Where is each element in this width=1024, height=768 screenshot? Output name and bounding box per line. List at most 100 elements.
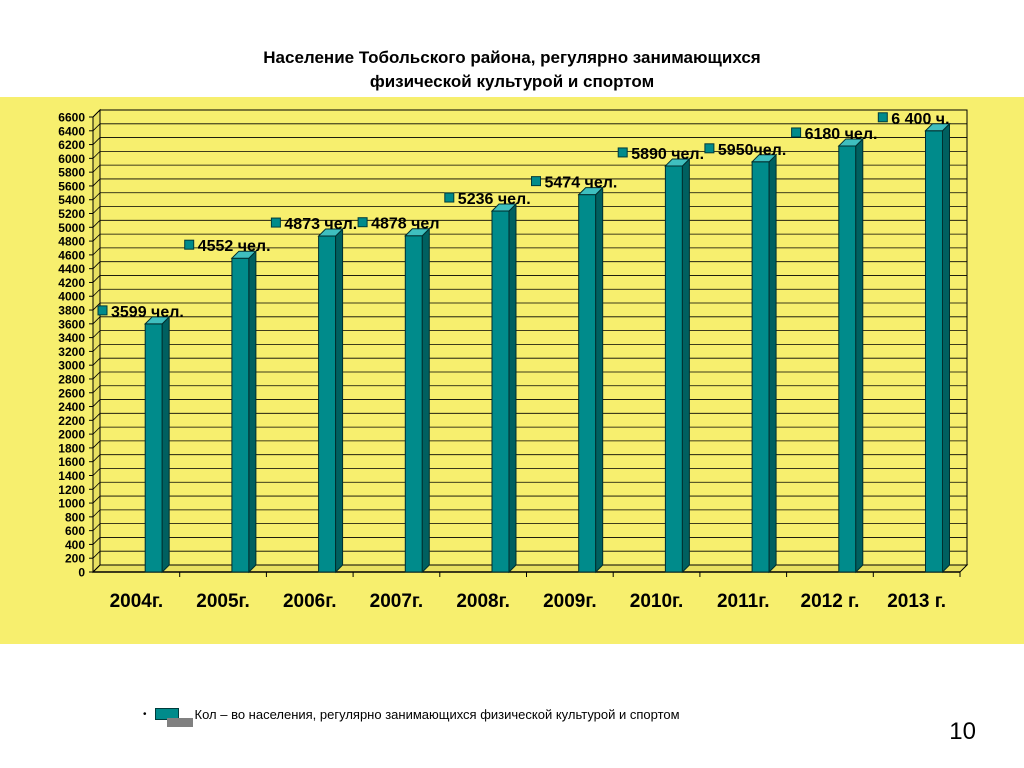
legend-label: Кол – во населения, регулярно занимающих… bbox=[194, 707, 680, 722]
y-tick-label: 1400 bbox=[58, 469, 85, 483]
x-tick-label: 2011г. bbox=[717, 591, 770, 612]
y-tick-label: 0 bbox=[78, 566, 85, 580]
data-label-marker bbox=[531, 176, 541, 187]
y-tick-label: 800 bbox=[65, 510, 85, 524]
legend: • Кол – во населения, регулярно занимающ… bbox=[143, 706, 680, 728]
data-label: 3599 чел. bbox=[111, 304, 184, 321]
y-tick-label: 4000 bbox=[58, 290, 85, 304]
data-label: 5474 чел. bbox=[545, 175, 618, 192]
data-label: 5950чел. bbox=[718, 142, 786, 159]
bar bbox=[924, 130, 943, 573]
gridline bbox=[92, 150, 967, 159]
y-tick-label: 2200 bbox=[58, 414, 85, 428]
bar-side bbox=[161, 315, 170, 574]
y-tick-label: 1200 bbox=[58, 483, 85, 497]
legend-swatch bbox=[149, 706, 193, 728]
data-label: 5890 чел. bbox=[631, 146, 704, 163]
y-tick-label: 2600 bbox=[58, 386, 85, 400]
bar-top bbox=[490, 203, 518, 212]
x-tick-label: 2012 г. bbox=[801, 591, 860, 612]
bar-side bbox=[335, 227, 344, 574]
chart-title-line-1: Население Тобольского района, регулярно … bbox=[263, 48, 761, 67]
y-tick-label: 3800 bbox=[58, 304, 85, 318]
bar-top bbox=[750, 154, 778, 163]
y-tick-label: 600 bbox=[65, 524, 85, 538]
data-label-marker bbox=[791, 127, 802, 138]
y-tick-label: 5000 bbox=[58, 221, 85, 235]
x-tick-label: 2004г. bbox=[110, 591, 164, 612]
y-tick-label: 200 bbox=[65, 552, 85, 566]
data-label-marker bbox=[357, 217, 368, 228]
bar-top bbox=[317, 228, 344, 237]
data-label-marker bbox=[877, 112, 888, 123]
y-tick-label: 4800 bbox=[58, 235, 85, 249]
y-tick-label: 6400 bbox=[58, 124, 85, 138]
data-label-marker bbox=[270, 217, 281, 228]
data-label: 4552 чел. bbox=[198, 238, 271, 255]
y-tick-label: 3400 bbox=[58, 331, 85, 345]
bar bbox=[751, 161, 770, 573]
bar-top bbox=[143, 316, 171, 325]
bar bbox=[578, 194, 597, 573]
y-tick-label: 6600 bbox=[58, 111, 85, 125]
plot-floor bbox=[91, 564, 969, 573]
data-label: 4873 чел. bbox=[284, 216, 357, 233]
gridline bbox=[92, 137, 967, 145]
y-tick-label: 1800 bbox=[58, 441, 85, 455]
page-number: 10 bbox=[949, 718, 976, 745]
y-tick-label: 4200 bbox=[58, 276, 85, 290]
gridline bbox=[92, 123, 967, 132]
x-tick-label: 2007г. bbox=[370, 591, 424, 612]
bar bbox=[404, 235, 423, 573]
y-tick-label: 5400 bbox=[58, 193, 85, 207]
y-tick-label: 2400 bbox=[58, 400, 85, 414]
plot-left-wall bbox=[92, 108, 101, 574]
x-tick-label: 2005г. bbox=[196, 591, 250, 612]
bar-top bbox=[577, 187, 604, 196]
y-tick-label: 5600 bbox=[58, 179, 85, 193]
bar bbox=[838, 145, 857, 573]
y-tick-label: 5800 bbox=[58, 166, 85, 180]
y-tick-label: 4600 bbox=[58, 248, 85, 262]
bar-side bbox=[248, 249, 257, 574]
legend-bullet: • bbox=[143, 709, 147, 720]
bar-side bbox=[855, 137, 864, 574]
data-label-marker bbox=[444, 192, 455, 203]
bar-side bbox=[768, 153, 777, 574]
y-tick-label: 5200 bbox=[58, 207, 85, 221]
bar-side bbox=[421, 227, 430, 574]
x-tick-label: 2008г. bbox=[456, 591, 510, 612]
data-label: 6 400 ч. bbox=[891, 111, 949, 128]
bar bbox=[318, 235, 337, 573]
bar-side bbox=[595, 186, 604, 574]
data-label-marker bbox=[617, 147, 628, 158]
y-tick-label: 1000 bbox=[58, 497, 85, 511]
y-tick-label: 4400 bbox=[58, 262, 85, 276]
chart-panel: 0 200 400 600 800 1000 1200 1400 1600 1800 2000 220… bbox=[0, 97, 1024, 644]
y-tick-label: 2800 bbox=[58, 372, 85, 386]
bar-side bbox=[508, 202, 517, 574]
y-tick-label: 3200 bbox=[58, 345, 85, 359]
bar bbox=[231, 257, 250, 573]
y-tick-label: 3000 bbox=[58, 359, 85, 373]
bar bbox=[144, 323, 163, 573]
x-tick-label: 2010г. bbox=[630, 591, 684, 612]
y-tick-label: 6000 bbox=[58, 152, 85, 166]
bar-top bbox=[924, 123, 951, 132]
bar-chart: 0200400600800100012001400160018002000220… bbox=[58, 108, 969, 612]
chart-title: Население Тобольского района, регулярно … bbox=[0, 46, 1024, 94]
x-tick-label: 2006г. bbox=[283, 591, 337, 612]
bar bbox=[491, 210, 510, 573]
bar-top bbox=[837, 138, 864, 147]
bar-top bbox=[664, 158, 691, 167]
y-tick-label: 2000 bbox=[58, 428, 85, 442]
chart-title-line-2: физической культурой и спортом bbox=[369, 72, 655, 91]
bar-side bbox=[681, 157, 690, 574]
gridline bbox=[92, 109, 967, 118]
bar-top bbox=[404, 228, 431, 237]
data-label: 6180 чел. bbox=[805, 126, 878, 143]
data-label-marker bbox=[184, 239, 195, 250]
y-tick-label: 1600 bbox=[58, 455, 85, 469]
bar-top bbox=[230, 250, 258, 259]
x-tick-label: 2009г. bbox=[543, 591, 597, 612]
